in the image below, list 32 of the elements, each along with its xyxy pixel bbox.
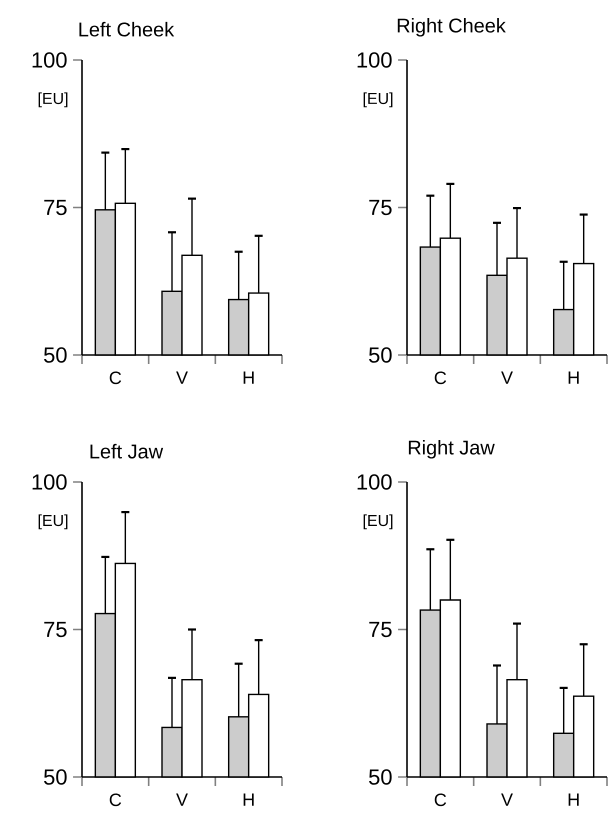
chart-title: Right Cheek <box>398 18 506 37</box>
y-tick-label: 100 <box>358 474 392 490</box>
y-tick-label: 75 <box>369 622 392 638</box>
y-tick-label: 50 <box>369 347 392 363</box>
y-axis-title: [EU] <box>38 514 68 530</box>
x-tick-label: V <box>176 371 188 384</box>
y-tick-label: 50 <box>369 769 392 785</box>
chart-title: Right Jaw <box>408 440 495 459</box>
y-axis-title: [EU] <box>38 92 68 108</box>
y-tick-label: 75 <box>44 622 67 638</box>
y-tick-label: 100 <box>32 52 67 68</box>
x-tick-label: V <box>176 793 188 806</box>
y-tick-label: 50 <box>44 347 67 363</box>
y-tick-label: 75 <box>44 200 67 216</box>
x-tick-label: C <box>110 793 122 806</box>
x-tick-label: C <box>110 371 122 384</box>
y-tick-label: 50 <box>44 769 67 785</box>
y-axis-title: [EU] <box>364 514 392 530</box>
x-tick-label: C <box>434 793 446 806</box>
x-tick-label: H <box>568 371 579 384</box>
x-tick-label: V <box>501 793 513 806</box>
y-tick-label: 100 <box>32 474 67 490</box>
x-tick-label: H <box>568 793 579 806</box>
chart-title: Left Jaw <box>90 444 164 459</box>
y-tick-label: 75 <box>369 200 392 216</box>
chart-title: Left Cheek <box>79 22 174 37</box>
x-tick-label: C <box>434 371 446 384</box>
x-tick-label: H <box>244 793 254 806</box>
x-tick-label: V <box>501 371 513 384</box>
y-tick-label: 100 <box>358 52 392 68</box>
x-tick-label: H <box>244 371 254 384</box>
y-axis-title: [EU] <box>364 92 392 108</box>
